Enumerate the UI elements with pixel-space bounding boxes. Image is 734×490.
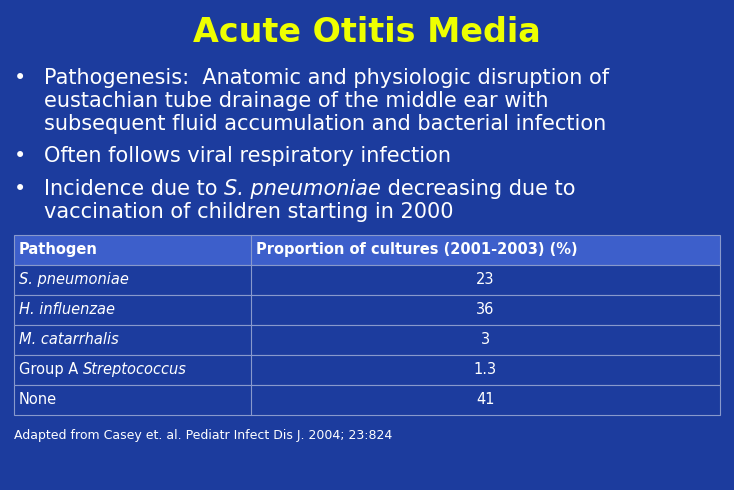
Text: 23: 23 <box>476 272 495 287</box>
Text: 36: 36 <box>476 302 495 318</box>
Text: Acute Otitis Media: Acute Otitis Media <box>193 16 541 49</box>
Text: decreasing due to: decreasing due to <box>381 179 575 199</box>
Text: •: • <box>14 179 26 199</box>
Text: •: • <box>14 68 26 88</box>
Text: None: None <box>19 392 57 407</box>
Text: Streptococcus: Streptococcus <box>83 362 186 377</box>
Bar <box>14 325 720 355</box>
Bar <box>14 355 720 385</box>
Text: •: • <box>14 147 26 167</box>
Text: M. catarrhalis: M. catarrhalis <box>19 332 119 347</box>
Text: 3: 3 <box>481 332 490 347</box>
Text: Group A: Group A <box>19 362 83 377</box>
Text: vaccination of children starting in 2000: vaccination of children starting in 2000 <box>44 202 454 222</box>
Text: H. influenzae: H. influenzae <box>19 302 115 318</box>
Text: Pathogenesis:  Anatomic and physiologic disruption of: Pathogenesis: Anatomic and physiologic d… <box>44 68 609 88</box>
Text: S. pneumoniae: S. pneumoniae <box>19 272 129 287</box>
Text: 41: 41 <box>476 392 495 407</box>
Text: Incidence due to: Incidence due to <box>44 179 224 199</box>
Bar <box>14 385 720 415</box>
Text: Often follows viral respiratory infection: Often follows viral respiratory infectio… <box>44 147 451 167</box>
Bar <box>14 235 720 265</box>
Text: subsequent fluid accumulation and bacterial infection: subsequent fluid accumulation and bacter… <box>44 114 606 134</box>
Text: Proportion of cultures (2001-2003) (%): Proportion of cultures (2001-2003) (%) <box>255 242 577 257</box>
Bar <box>14 295 720 325</box>
Text: Pathogen: Pathogen <box>19 242 98 257</box>
Text: eustachian tube drainage of the middle ear with: eustachian tube drainage of the middle e… <box>44 91 548 111</box>
Bar <box>14 265 720 295</box>
Text: S. pneumoniae: S. pneumoniae <box>224 179 381 199</box>
Text: Adapted from Casey et. al. Pediatr Infect Dis J. 2004; 23:824: Adapted from Casey et. al. Pediatr Infec… <box>14 429 392 442</box>
Text: 1.3: 1.3 <box>473 362 497 377</box>
